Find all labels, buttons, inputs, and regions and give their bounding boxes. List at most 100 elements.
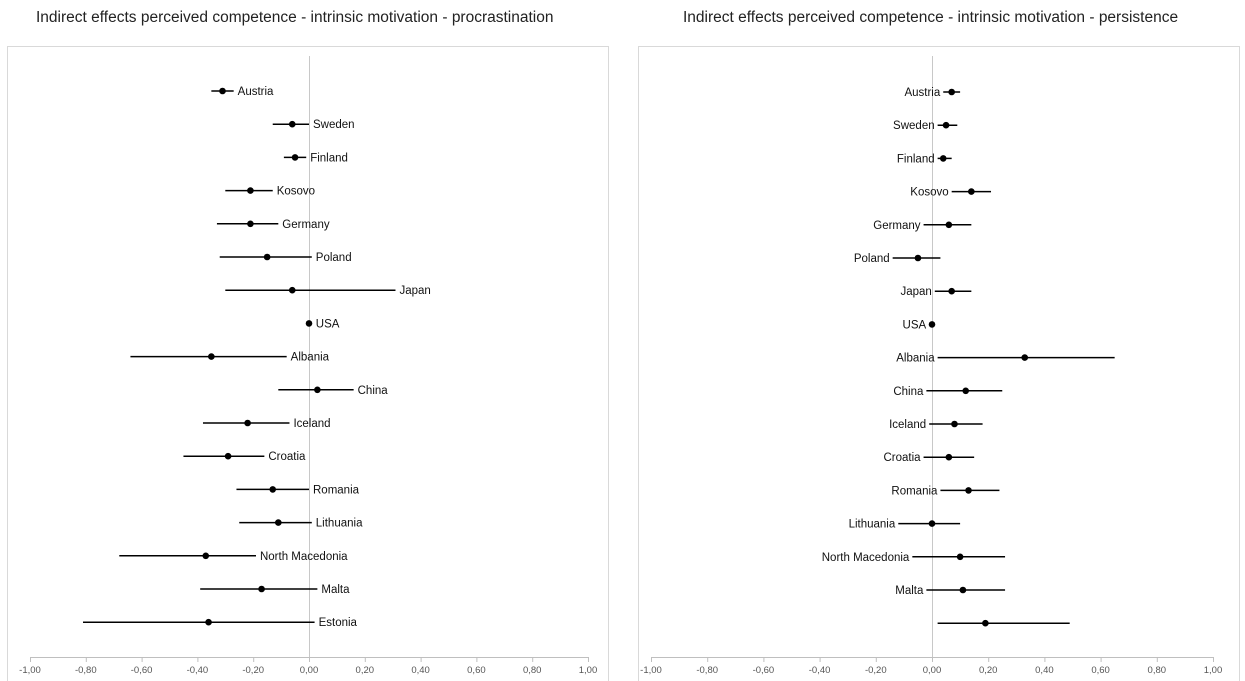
x-tick-label: -1,00 — [640, 665, 662, 676]
data-row: Japan — [900, 286, 972, 298]
country-label: Albania — [896, 353, 935, 365]
data-row: Albania — [896, 353, 1115, 365]
x-tick-label: 1,00 — [1204, 665, 1223, 676]
country-label: Kosovo — [910, 187, 948, 199]
point-estimate-marker — [948, 287, 955, 295]
x-tick-label: 0,40 — [411, 665, 430, 676]
country-label: USA — [316, 318, 340, 330]
country-label: Malta — [895, 585, 924, 597]
data-row: China — [278, 385, 388, 397]
data-row: Germany — [216, 219, 330, 231]
country-label: Poland — [854, 253, 890, 265]
data-row: Lithuania — [849, 519, 961, 531]
country-label: Germany — [873, 220, 921, 232]
x-tick-label: -0,20 — [865, 665, 887, 676]
data-row: Poland — [219, 252, 352, 264]
x-tick-label: 0,20 — [979, 665, 998, 676]
country-label: Japan — [399, 285, 430, 297]
point-estimate-marker — [928, 321, 936, 328]
point-estimate-marker — [945, 221, 953, 229]
point-estimate-marker — [914, 254, 922, 262]
country-label: Sweden — [893, 120, 935, 132]
data-row: Sweden — [272, 119, 355, 131]
data-row: Romania — [236, 484, 360, 496]
data-row: Austria — [904, 87, 961, 99]
point-estimate-marker — [224, 452, 232, 460]
country-label: Croatia — [268, 451, 306, 463]
point-estimate-marker — [959, 586, 967, 594]
point-estimate-marker — [275, 519, 282, 526]
data-row — [937, 619, 1070, 627]
x-tick-label: 0,80 — [523, 665, 542, 676]
country-label: China — [893, 386, 924, 398]
data-row: Malta — [200, 584, 350, 596]
data-row: USA — [305, 318, 340, 330]
country-label: China — [358, 385, 389, 397]
point-estimate-marker — [269, 486, 277, 493]
data-row: Albania — [130, 352, 330, 364]
point-estimate-marker — [945, 453, 953, 461]
country-label: Finland — [310, 152, 348, 164]
data-row: Germany — [873, 220, 972, 232]
point-estimate-marker — [948, 88, 955, 96]
point-estimate-marker — [288, 286, 296, 294]
point-estimate-marker — [962, 387, 970, 395]
point-estimate-marker — [1021, 354, 1029, 361]
point-estimate-marker — [951, 420, 958, 428]
point-estimate-marker — [965, 487, 972, 494]
x-tick-label: -0,60 — [753, 665, 775, 676]
country-label: Romania — [313, 484, 360, 496]
point-estimate-marker — [263, 253, 271, 261]
point-estimate-marker — [219, 87, 226, 95]
data-row: Malta — [895, 585, 1006, 597]
data-row: Sweden — [893, 120, 958, 132]
x-tick-label: 0,20 — [356, 665, 375, 676]
country-label: Estonia — [319, 617, 358, 629]
chart-panel-0: -1,00 -0,80 -0,60 -0,40 -0,20 0,00 0,20 0,40 0,6… — [7, 46, 609, 681]
point-estimate-marker — [247, 187, 254, 194]
point-estimate-marker — [258, 585, 265, 593]
x-tick-label: -0,20 — [242, 665, 264, 676]
data-row: Finland — [283, 152, 348, 164]
data-row: Kosovo — [910, 187, 992, 199]
data-row: North Macedonia — [822, 552, 1006, 564]
x-tick-label: 0,00 — [300, 665, 319, 676]
country-label: Albania — [291, 352, 330, 364]
country-label: Romania — [891, 485, 938, 497]
point-estimate-marker — [305, 320, 313, 327]
point-estimate-marker — [208, 353, 215, 360]
point-estimate-marker — [956, 553, 964, 561]
x-tick-label: -0,80 — [696, 665, 718, 676]
point-estimate-marker — [314, 386, 321, 394]
x-tick-label: 0,60 — [467, 665, 486, 676]
data-row: Croatia — [183, 451, 306, 463]
data-row: Estonia — [83, 617, 358, 629]
data-row: Croatia — [883, 452, 975, 464]
x-tick-label: 0,80 — [1148, 665, 1167, 676]
point-estimate-marker — [202, 552, 210, 560]
country-label: Sweden — [313, 119, 355, 131]
country-label: Iceland — [889, 419, 926, 431]
x-tick-label: 0,00 — [923, 665, 942, 676]
point-estimate-marker — [928, 520, 936, 527]
plot-frame — [7, 46, 609, 681]
data-row: Lithuania — [239, 518, 363, 530]
chart-panel-1: -1,00 -0,80 -0,60 -0,40 -0,20 0,00 0,20 0,40 0,6… — [638, 46, 1240, 681]
point-estimate-marker — [982, 619, 989, 627]
point-estimate-marker — [968, 188, 975, 195]
country-label: Malta — [321, 584, 350, 596]
country-label: Poland — [316, 252, 352, 264]
x-tick-label: 0,60 — [1091, 665, 1110, 676]
country-label: USA — [903, 319, 927, 331]
country-label: Japan — [900, 286, 931, 298]
point-estimate-marker — [247, 220, 254, 228]
point-estimate-marker — [244, 419, 251, 427]
country-label: Germany — [282, 219, 330, 231]
plot-frame — [638, 46, 1240, 681]
x-tick-label: -0,80 — [75, 665, 97, 676]
data-row: Finland — [897, 153, 952, 165]
point-estimate-marker — [939, 155, 947, 162]
country-label: North Macedonia — [260, 551, 348, 563]
country-label: Lithuania — [849, 519, 896, 531]
